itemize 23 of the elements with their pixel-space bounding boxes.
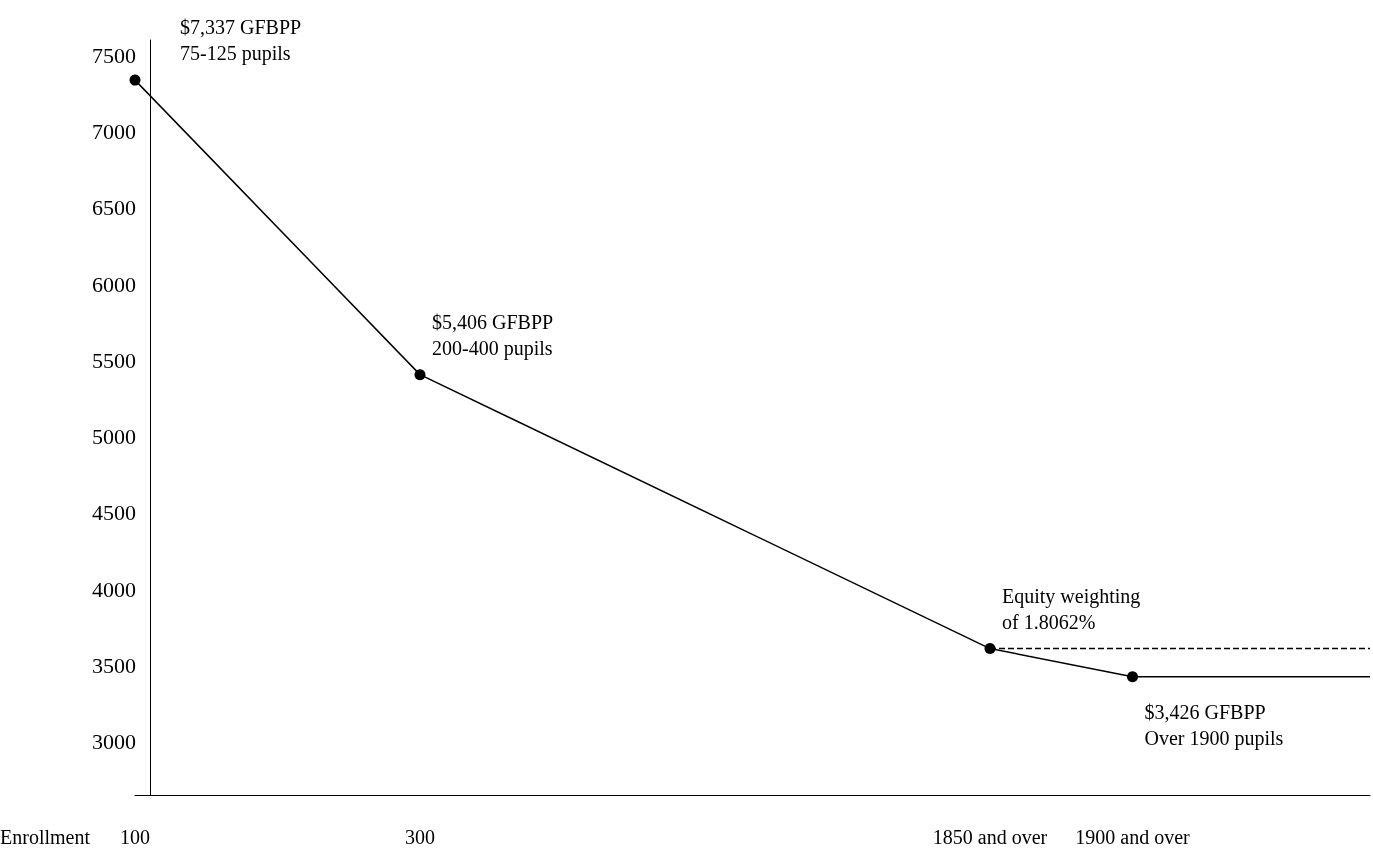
annotation: $7,337 GFBPP 75-125 pupils [180, 16, 302, 66]
y-tick-label: 7000 [92, 119, 136, 145]
y-tick-label: 5000 [92, 424, 136, 450]
point [984, 643, 996, 655]
y-tick-label: 3500 [92, 652, 136, 678]
y-tick-label: 5500 [92, 347, 136, 373]
annotation: Equity weighting of 1.8062% [1002, 584, 1141, 633]
annotation: $5,406 GFBPP 200-400 pupils [432, 310, 554, 360]
y-tick-label: 6000 [92, 271, 136, 297]
point [414, 369, 426, 381]
y-tick-label: 4000 [92, 576, 136, 602]
y-tick-label: 4500 [92, 500, 136, 526]
y-tick-label: 3000 [92, 729, 136, 755]
x-tick-label: 1850 and over [932, 826, 1048, 848]
y-tick-label: 7500 [92, 42, 136, 68]
x-tick-label: 300 [405, 826, 435, 848]
annotation: $3,426 GFBPP Over 1900 pupils [1144, 700, 1284, 750]
x-tick-label: 1900 and over [1075, 826, 1191, 848]
point [1127, 671, 1138, 683]
y-tick-label: 6500 [92, 195, 136, 221]
x-axis-title: Enrollment [0, 826, 91, 848]
x-tick-label: 100 [120, 826, 150, 848]
point [129, 74, 141, 86]
